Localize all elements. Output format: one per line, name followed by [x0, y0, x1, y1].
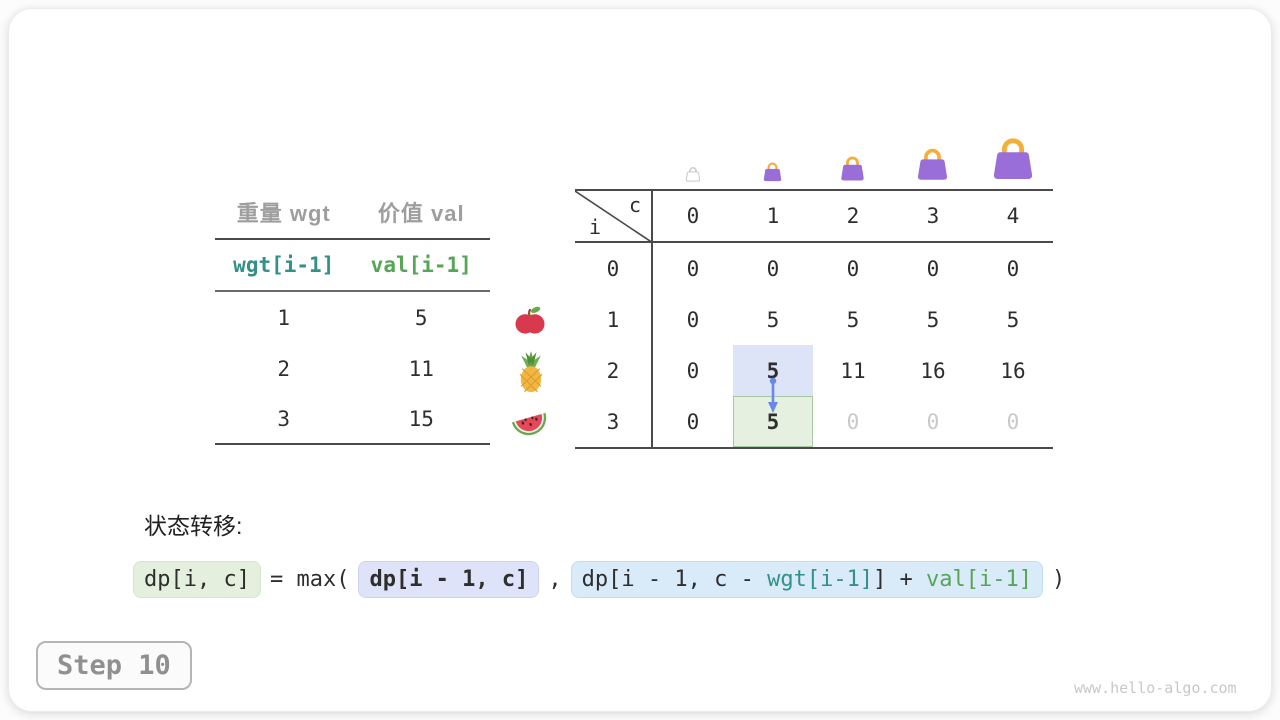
watermelon-icon	[511, 412, 547, 436]
dp-cell-0-2: 0	[846, 256, 860, 281]
dp-row-header-2: 2	[575, 345, 653, 396]
bag-icon-capacity-4	[993, 138, 1033, 180]
item-1-weight: 1	[277, 305, 291, 330]
dp-col-header-4: 4	[1006, 204, 1020, 228]
formula-op: = max(	[269, 567, 350, 592]
dp-col-header-1: 1	[766, 204, 780, 228]
dp-table: c i 0 1 2 3 4 0 0 0 0 0 0 1 0 5 5 5 5 2 …	[575, 189, 1053, 449]
dp-cell-2-0: 0	[686, 358, 700, 383]
dp-col-header-3: 3	[926, 204, 940, 228]
dp-row-header-0: 0	[575, 243, 653, 294]
dp-cell-3-3: 0	[926, 409, 940, 434]
dp-cell-2-2: 11	[840, 358, 866, 383]
item-2-value: 11	[408, 356, 434, 381]
dp-cell-1-4: 5	[1006, 307, 1020, 332]
dp-cell-1-3: 5	[926, 307, 940, 332]
dp-cell-0-1: 0	[766, 256, 780, 281]
dp-col-header-0: 0	[686, 204, 700, 228]
formula-arg1: dp[i - 1, c]	[358, 561, 540, 598]
dp-row-1: 1 0 5 5 5 5	[575, 294, 1053, 345]
bag-icon-capacity-3	[917, 148, 948, 180]
bag-icon-capacity-1	[763, 162, 782, 182]
dp-cell-1-0: 0	[686, 307, 700, 332]
dp-cell-3-4: 0	[1006, 409, 1020, 434]
item-row-1: 1 5	[215, 292, 490, 343]
formula-arg2-bracket-part: ] +	[873, 567, 927, 592]
formula-arg2: dp[i - 1, c - wgt[i-1]] + val[i-1]	[570, 561, 1044, 598]
diagonal-divider	[575, 191, 653, 243]
item-row-2: 2 11	[215, 343, 490, 394]
formula-lhs: dp[i, c]	[133, 561, 261, 598]
corner-col-label: c	[628, 193, 641, 217]
bag-icon-capacity-2	[841, 156, 864, 181]
transition-formula: dp[i, c] = max( dp[i - 1, c] , dp[i - 1,…	[133, 561, 1065, 598]
dp-cell-0-4: 0	[1006, 256, 1020, 281]
dp-row-0: 0 0 0 0 0 0	[575, 243, 1053, 294]
apple-icon	[515, 306, 545, 334]
dp-row-header-3: 3	[575, 396, 653, 447]
dp-col-header-2: 2	[846, 204, 860, 228]
dp-cell-0-3: 0	[926, 256, 940, 281]
item-3-weight: 3	[277, 406, 291, 431]
dp-cell-1-2: 5	[846, 307, 860, 332]
pineapple-icon	[519, 351, 543, 393]
dp-corner-cell: c i	[575, 191, 653, 243]
dp-cell-0-0: 0	[686, 256, 700, 281]
item-2-weight: 2	[277, 356, 291, 381]
val-formula-header: val[i-1]	[370, 253, 472, 277]
dp-cell-3-0: 0	[686, 409, 700, 434]
formula-separator: ,	[548, 567, 562, 592]
dp-cell-2-3: 16	[920, 358, 946, 383]
item-1-value: 5	[414, 305, 428, 330]
item-3-value: 15	[408, 406, 434, 431]
items-table-header-row: 重量 wgt 价值 val	[215, 186, 490, 240]
wgt-formula-header: wgt[i-1]	[233, 253, 335, 277]
step-badge: Step 10	[36, 641, 192, 690]
formula-arg2-wgt-part: wgt[i-1]	[767, 567, 874, 592]
dp-row-header-1: 1	[575, 294, 653, 345]
dp-row-2: 2 0 5 11 16 16	[575, 345, 1053, 396]
site-watermark: www.hello-algo.com	[1074, 679, 1237, 697]
dp-cell-3-2: 0	[846, 409, 860, 434]
formula-arg2-dp-part: dp[i - 1, c -	[581, 567, 768, 592]
bag-icon-capacity-0	[685, 167, 701, 182]
value-column-header: 价值 val	[377, 201, 465, 226]
corner-row-label: i	[589, 215, 602, 239]
transition-label: 状态转移:	[144, 513, 243, 539]
formula-close-paren: )	[1052, 567, 1066, 592]
dp-cell-2-4: 16	[1000, 358, 1026, 383]
dp-header-row: c i 0 1 2 3 4	[575, 191, 1053, 243]
items-table: 重量 wgt 价值 val wgt[i-1] val[i-1] 1 5 2 11…	[215, 186, 490, 445]
dp-cell-1-1: 5	[766, 307, 780, 332]
dp-row-3: 3 0 5 0 0 0	[575, 396, 1053, 447]
weight-column-header: 重量 wgt	[236, 201, 331, 226]
transition-arrow-icon	[768, 377, 778, 413]
item-row-3: 3 15	[215, 394, 490, 445]
formula-arg2-val-part: val[i-1]	[926, 567, 1033, 592]
items-table-subheader-row: wgt[i-1] val[i-1]	[215, 240, 490, 292]
